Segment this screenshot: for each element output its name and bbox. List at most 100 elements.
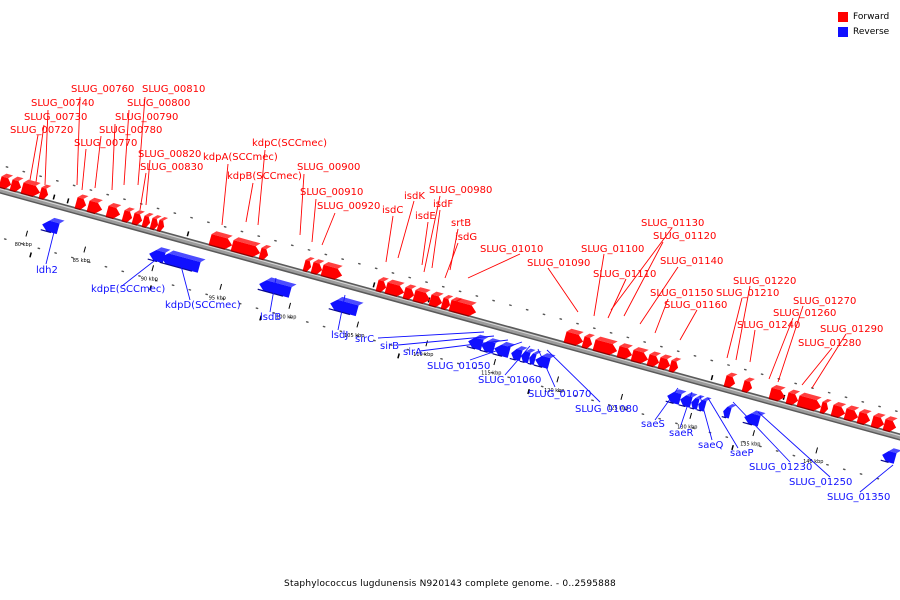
tick-label: 95 kbp — [209, 295, 226, 301]
reverse-gene — [742, 410, 766, 427]
forward-gene-label: SLUG_01130 — [641, 218, 704, 229]
forward-gene-label: SLUG_01220 — [733, 276, 796, 287]
forward-gene — [320, 262, 343, 280]
leader-line — [469, 341, 523, 361]
legend: Forward Reverse — [838, 9, 889, 39]
forward-gene — [375, 277, 389, 293]
leader-line — [311, 198, 317, 243]
forward-gene-label: SLUG_00740 — [31, 98, 94, 109]
forward-gene-label: isdK — [404, 191, 425, 202]
reverse-gene — [721, 403, 737, 419]
reverse-gene — [519, 348, 536, 364]
legend-reverse: Reverse — [838, 24, 889, 39]
leader-line — [421, 221, 429, 266]
leader-line — [245, 182, 254, 223]
forward-gene — [723, 372, 738, 389]
leader-line — [35, 124, 45, 183]
leader-line — [81, 148, 87, 191]
forward-gene — [9, 176, 24, 193]
forward-gene-label: SLUG_01110 — [593, 269, 656, 280]
forward-gene-label: SLUG_01290 — [820, 324, 883, 335]
tick-mark — [151, 265, 155, 272]
leader-line — [121, 257, 159, 287]
leader-line — [777, 305, 804, 383]
forward-gene-label: SLUG_00720 — [10, 125, 73, 136]
forward-gene-label: isdG — [455, 232, 477, 243]
reverse-gene-label: SLUG_01250 — [789, 477, 852, 488]
reverse-gene-label: kdpD(SCCmec) — [165, 300, 241, 311]
reverse-gene — [147, 247, 171, 264]
leader-line — [444, 242, 459, 279]
forward-gene-label: SLUG_00730 — [24, 112, 87, 123]
reverse-gene-label: saeQ — [698, 440, 723, 451]
forward-gene — [384, 279, 405, 297]
tick-label: 125 kbp — [608, 405, 628, 411]
track-marker — [186, 231, 190, 237]
forward-gene — [646, 351, 662, 368]
leader-line — [431, 209, 441, 269]
leader-line — [377, 331, 485, 339]
leader-line — [76, 96, 81, 186]
tick-mark — [425, 340, 429, 347]
leader-line — [145, 159, 151, 206]
forward-gene — [302, 257, 315, 273]
forward-gene-label: SLUG_00760 — [71, 84, 134, 95]
forward-gene — [258, 244, 272, 261]
forward-gene-label: SLUG_01140 — [660, 256, 723, 267]
reverse-gene-label: SLUG_01080 — [575, 404, 638, 415]
forward-gene-label: SLUG_01090 — [527, 258, 590, 269]
forward-gene — [616, 343, 633, 360]
gene-features — [0, 173, 900, 464]
reverse-gene — [40, 217, 65, 235]
tick-mark — [83, 246, 87, 253]
forward-gene — [105, 202, 122, 220]
leader-line — [547, 267, 579, 313]
leader-line — [449, 228, 459, 271]
leader-line — [397, 200, 415, 259]
forward-gene — [86, 197, 103, 215]
tick-mark — [689, 412, 693, 419]
leader-line — [137, 96, 146, 186]
leader-line — [44, 109, 49, 186]
forward-gene — [131, 210, 145, 226]
forward-gene-label: kdpA(SCCmec) — [203, 152, 278, 163]
tick-mark — [556, 376, 560, 383]
leader-line — [111, 123, 116, 191]
leader-line — [768, 317, 794, 380]
forward-gene-label: SLUG_00780 — [99, 125, 162, 136]
forward-gene — [20, 179, 41, 198]
reverse-gene-label: saeR — [669, 428, 693, 439]
reverse-gene-label: saeP — [730, 448, 754, 459]
leader-line — [139, 172, 147, 211]
leader-line — [337, 294, 346, 331]
forward-gene — [870, 412, 886, 429]
forward-gene-label: SLUG_00900 — [297, 162, 360, 173]
tick-label: 120 kbp — [544, 388, 564, 394]
leader-line — [537, 348, 556, 388]
leader-line — [385, 215, 394, 263]
track-marker — [52, 194, 56, 200]
legend-forward: Forward — [838, 9, 889, 24]
forward-gene-label: SLUG_01240 — [737, 320, 800, 331]
tick-mark — [815, 447, 819, 454]
tick-label: 85 kbp — [73, 258, 90, 264]
forward-gene — [668, 357, 682, 373]
forward-swatch — [838, 11, 848, 22]
reverse-gene — [159, 250, 206, 273]
forward-gene-label: kdpC(SCCmec) — [252, 138, 327, 149]
forward-gene-label: SLUG_01210 — [716, 288, 779, 299]
leader-line — [811, 333, 847, 389]
reverse-gene — [479, 338, 501, 354]
track-marker — [259, 315, 262, 321]
forward-gene — [440, 294, 454, 311]
forward-gene-label: SLUG_01120 — [653, 231, 716, 242]
leader-line — [801, 347, 833, 386]
reverse-gene — [665, 389, 687, 405]
leader-line — [29, 134, 39, 181]
reverse-gene-label: lsdB — [260, 312, 281, 323]
forward-gene — [796, 392, 822, 412]
tick-label: 135 kbp — [740, 442, 760, 448]
forward-gene-label: SLUG_01160 — [664, 300, 727, 311]
forward-gene-label: isdC — [382, 205, 403, 216]
forward-gene — [141, 212, 154, 229]
